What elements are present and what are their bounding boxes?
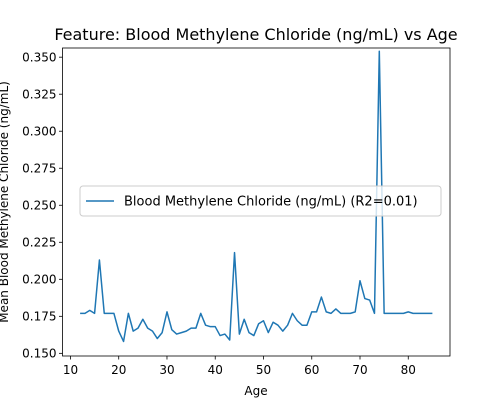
y-axis-ticks: 0.150 0.175 0.200 0.225 0.250 0.275 0.300 0.325… [22,50,63,361]
x-tick-label: 20 [111,363,126,377]
y-tick-label: 0.225 [22,235,56,249]
x-tick-label: 80 [401,363,416,377]
x-tick-label: 30 [159,363,174,377]
y-tick-label: 0.275 [22,161,56,175]
legend-label: Blood Methylene Chloride (ng/mL) (R2=0.0… [124,195,418,210]
series-line [80,50,433,343]
y-axis-label: Mean Blood Methylene Chloride (ng/mL) [0,81,11,323]
x-tick-label: 10 [63,363,78,377]
x-tick-label: 40 [208,363,223,377]
x-tick-label: 70 [352,363,367,377]
chart-title: Feature: Blood Methylene Chloride (ng/mL… [54,25,457,44]
y-tick-label: 0.175 [22,310,56,324]
x-tick-label: 60 [304,363,319,377]
y-tick-label: 0.250 [22,198,56,212]
x-tick-label: 50 [256,363,271,377]
y-tick-label: 0.350 [22,50,56,64]
y-tick-label: 0.150 [22,347,56,361]
y-tick-label: 0.300 [22,124,56,138]
legend: Blood Methylene Chloride (ng/mL) (R2=0.0… [79,185,442,217]
y-tick-label: 0.200 [22,272,56,286]
plot-frame [62,47,451,357]
x-axis-label: Age [244,384,267,398]
y-tick-label: 0.325 [22,87,56,101]
x-axis-ticks: 10 20 30 40 50 60 70 80 [63,356,416,377]
legend-box [79,185,442,217]
